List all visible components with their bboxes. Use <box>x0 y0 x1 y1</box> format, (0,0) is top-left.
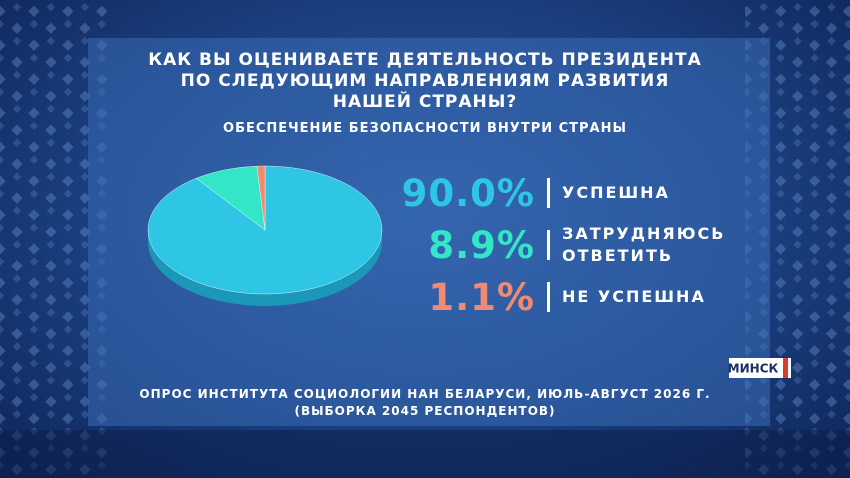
badge: МИНСК <box>728 362 779 376</box>
title-line: ПО СЛЕДУЮЩИМ НАПРАВЛЕНИЯМ РАЗВИТИЯ <box>180 71 670 91</box>
value-label: 1.1% <box>428 275 535 319</box>
source-line: ОПРОС ИНСТИТУТА СОЦИОЛОГИИ НАН БЕЛАРУСИ,… <box>139 387 711 401</box>
separator <box>547 178 550 208</box>
legend-label: УСПЕШНА <box>562 183 670 202</box>
separator <box>547 230 550 260</box>
badge-accent <box>783 358 788 378</box>
legend-row: 1.1% НЕ УСПЕШНА <box>400 272 732 322</box>
source: ОПРОС ИНСТИТУТА СОЦИОЛОГИИ НАН БЕЛАРУСИ,… <box>0 386 850 420</box>
value-label: 8.9% <box>428 223 535 267</box>
badge-box <box>729 358 791 378</box>
legend-row: 90.0% УСПЕШНА <box>400 168 732 218</box>
subtitle: ОБЕСПЕЧЕНИЕ БЕЗОПАСНОСТИ ВНУТРИ СТРАНЫ <box>223 121 627 136</box>
pie <box>147 165 383 306</box>
title-line: НАШЕЙ СТРАНЫ? <box>332 92 518 112</box>
legend-label: НЕ УСПЕШНА <box>562 287 706 306</box>
source-line: (ВЫБОРКА 2045 РЕСПОНДЕНТОВ) <box>294 404 556 418</box>
title-line: КАК ВЫ ОЦЕНИВАЕТЕ ДЕЯТЕЛЬНОСТЬ ПРЕЗИДЕНТ… <box>148 50 702 70</box>
legend-label: ЗАТРУДНЯЮСЬ ОТВЕТИТЬ <box>562 224 726 265</box>
title: КАК ВЫ ОЦЕНИВАЕТЕ ДЕЯТЕЛЬНОСТЬ ПРЕЗИДЕНТ… <box>0 50 850 113</box>
pie-slice <box>256 165 266 231</box>
legend-row: 8.9% ЗАТРУДНЯЮСЬ ОТВЕТИТЬ <box>400 220 732 270</box>
separator <box>547 282 550 312</box>
floor <box>0 430 850 478</box>
value-label: 90.0% <box>401 171 535 215</box>
